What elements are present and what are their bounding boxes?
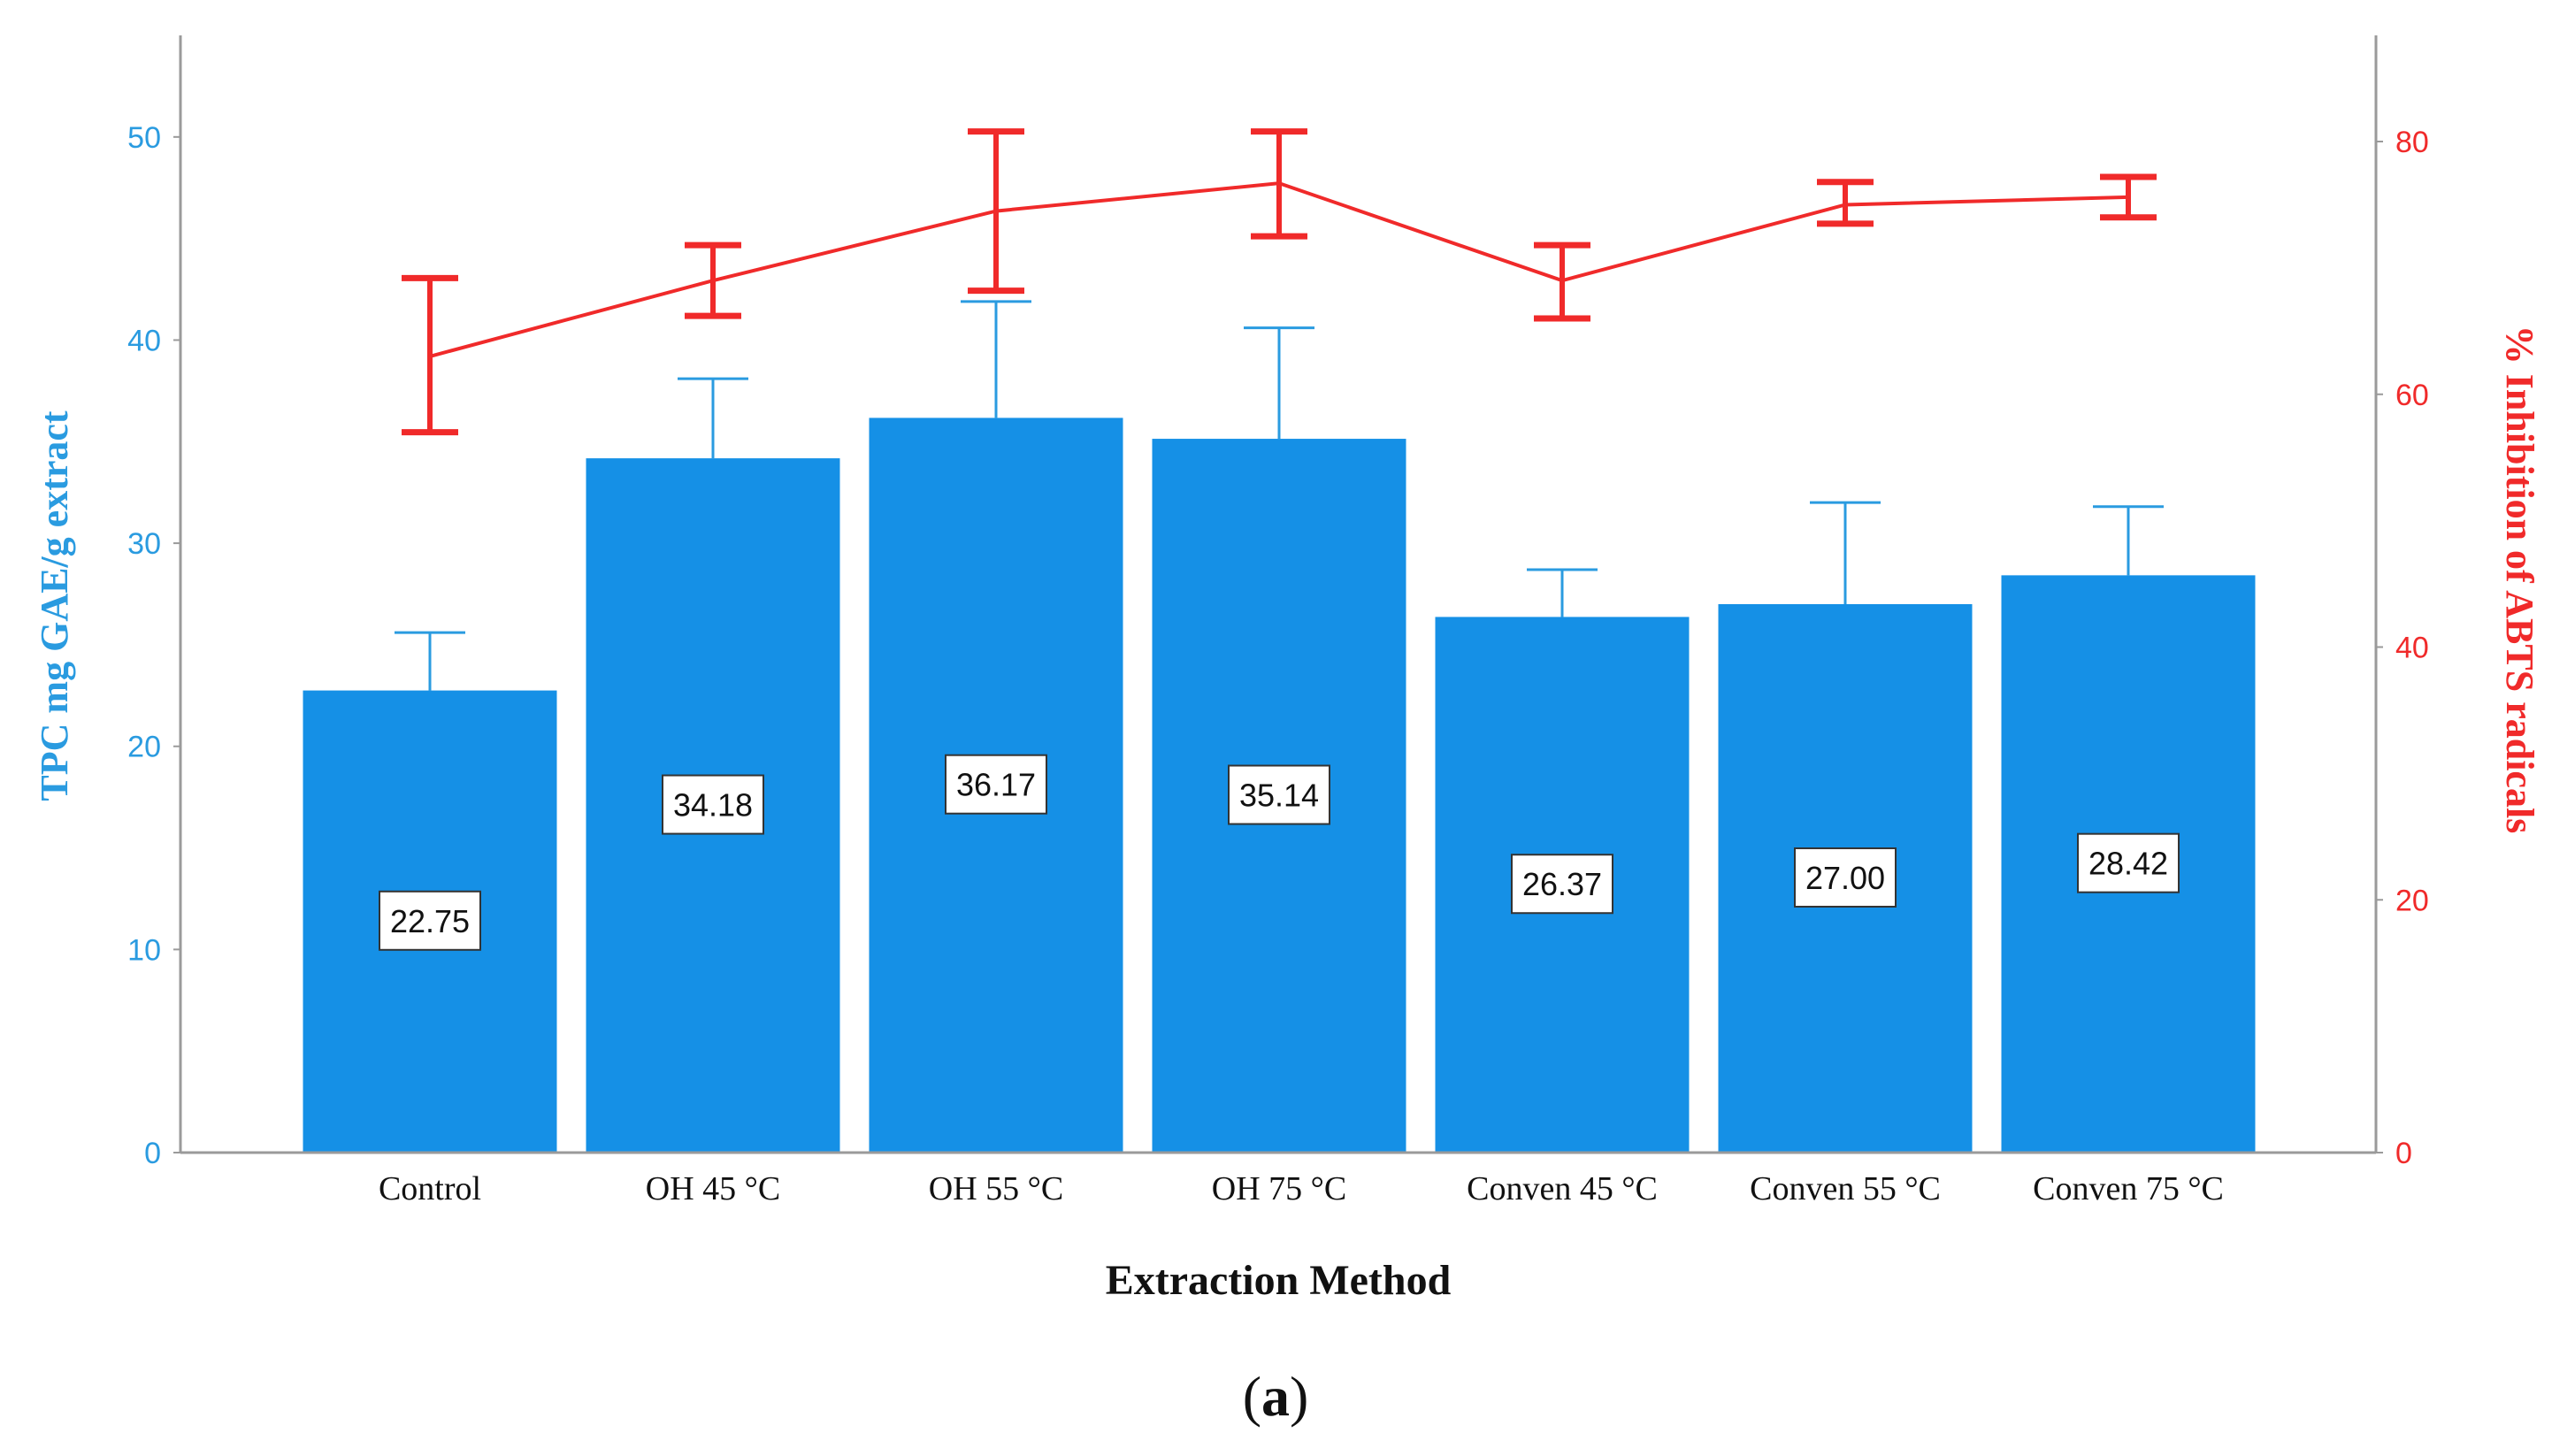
- data-label-box-3: [945, 754, 1047, 815]
- category-label-4: OH 75 °C: [1212, 1170, 1346, 1207]
- right-tick-label-40: 40: [2395, 632, 2429, 665]
- left-tick-label-30: 30: [127, 527, 161, 561]
- caption-open-paren: (: [1243, 1365, 1261, 1428]
- right-axis-title: % Inhibition of ABTS radicals: [2498, 326, 2541, 834]
- right-axis-ticks: 0 20 40 60 80: [2376, 126, 2429, 1170]
- caption-letter: a: [1261, 1365, 1290, 1428]
- bar-value-labels: 22.75 34.18 36.17 35.14 26.37 27.00 28.42: [379, 754, 2180, 951]
- data-label-box-7: [2077, 832, 2180, 893]
- axes: [179, 35, 2378, 1154]
- left-tick-label-50: 50: [127, 121, 161, 155]
- data-label-box-5: [1511, 854, 1613, 915]
- data-label-box-6: [1794, 847, 1897, 908]
- left-axis-title: TPC mg GAE/g extract: [33, 410, 76, 801]
- data-label-3: 36.17: [956, 767, 1036, 803]
- data-label-1: 22.75: [390, 903, 470, 939]
- figure-caption: (a): [1243, 1365, 1309, 1428]
- line-series: [402, 128, 2157, 436]
- category-labels: Control OH 45 °C OH 55 °C OH 75 °C Conven 45…: [379, 1170, 2224, 1207]
- data-label-4: 35.14: [1239, 778, 1319, 814]
- category-label-7: Conven 75 °C: [2033, 1170, 2224, 1207]
- left-tick-label-0: 0: [144, 1137, 161, 1170]
- category-label-6: Conven 55 °C: [1750, 1170, 1941, 1207]
- data-label-box-1: [379, 890, 481, 951]
- data-label-7: 28.42: [2088, 846, 2168, 882]
- data-label-2: 34.18: [673, 787, 753, 824]
- data-label-box-4: [1228, 764, 1330, 825]
- category-label-3: OH 55 °C: [929, 1170, 1063, 1207]
- category-label-1: Control: [379, 1170, 481, 1207]
- bar-error-bars: [395, 300, 2164, 691]
- caption-close-paren: ): [1290, 1365, 1308, 1428]
- right-tick-label-0: 0: [2395, 1137, 2412, 1170]
- right-tick-label-20: 20: [2395, 884, 2429, 917]
- right-tick-label-60: 60: [2395, 379, 2429, 412]
- data-label-box-2: [662, 774, 764, 835]
- left-tick-label-20: 20: [127, 731, 161, 764]
- x-axis-title: Extraction Method: [1106, 1257, 1452, 1304]
- left-axis-ticks: 0 10 20 30 40 50: [127, 121, 180, 1170]
- data-label-6: 27.00: [1805, 860, 1885, 896]
- left-tick-label-10: 10: [127, 933, 161, 967]
- category-label-5: Conven 45 °C: [1467, 1170, 1658, 1207]
- right-tick-label-80: 80: [2395, 126, 2429, 159]
- category-label-2: OH 45 °C: [646, 1170, 780, 1207]
- data-label-5: 26.37: [1522, 866, 1602, 902]
- left-tick-label-40: 40: [127, 324, 161, 357]
